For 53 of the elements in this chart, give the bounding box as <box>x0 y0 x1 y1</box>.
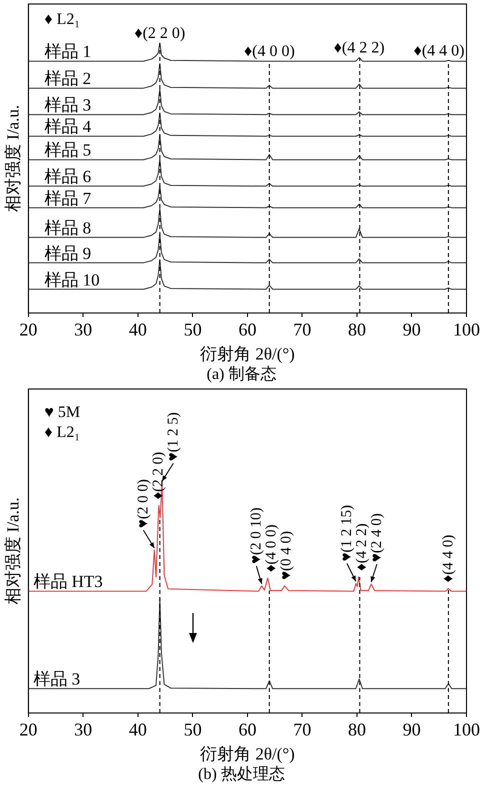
series-label: 样品 HT3 <box>33 572 103 592</box>
series-label: 样品 4 <box>44 117 92 136</box>
y-axis-title: 相对强度 I/a.u. <box>4 497 23 605</box>
annotation: ♦(4 0 0) <box>244 43 295 60</box>
text: ♦ L2₁ <box>44 424 80 441</box>
text: ♥ 5M <box>44 404 80 421</box>
y-axis-title: 相对强度 I/a.u. <box>4 104 23 212</box>
x-tick-label: 20 <box>19 320 38 340</box>
annotation: ♦(4 4 0) <box>414 42 465 60</box>
x-axis-title: 衍射角 2θ/(°) <box>200 344 295 364</box>
annotation: ♥(2 0 10) <box>248 508 264 564</box>
annotation: ♦(4 2 2) <box>354 523 370 571</box>
x-tick-label: 70 <box>293 720 312 740</box>
series-label: 样品 6 <box>44 167 92 186</box>
series-label: 样品 10 <box>44 270 100 290</box>
annotation: ♦(2 2 0) <box>134 25 186 42</box>
x-tick-label: 20 <box>19 720 38 740</box>
series-label: 样品 8 <box>44 218 92 238</box>
annotation: ♦(4 4 0) <box>440 534 456 582</box>
series-label: 样品 7 <box>44 188 92 208</box>
x-tick-label: 90 <box>402 320 421 340</box>
x-tick-label: 80 <box>348 720 366 740</box>
series-label: 样品 9 <box>44 244 92 263</box>
series-label: 样品 3 <box>33 670 80 689</box>
x-tick-label: 90 <box>402 720 421 740</box>
text: ♦ L2₁ <box>44 11 80 28</box>
x-axis-title: 衍射角 2θ/(°) <box>200 744 295 764</box>
x-tick-label: 50 <box>184 720 202 740</box>
x-tick-label: 100 <box>453 320 480 340</box>
annotation: ♥(2 4 0) <box>368 513 385 562</box>
annotation: ♥(2 0 0) <box>135 479 152 528</box>
x-tick-label: 70 <box>293 320 312 340</box>
x-tick-label: 40 <box>128 720 147 740</box>
x-tick-label: 30 <box>74 320 92 340</box>
annotation: ♦(2 2 0) <box>150 452 166 500</box>
text: (a) 制备态 <box>206 365 278 385</box>
annotation: ♥(0 4 0) <box>278 531 294 580</box>
series-label: 样品 1 <box>44 42 92 62</box>
x-tick-label: 60 <box>238 320 256 340</box>
series-label: 样品 5 <box>44 140 92 160</box>
x-tick-label: 30 <box>74 720 92 740</box>
x-tick-label: 100 <box>453 720 480 740</box>
x-tick-label: 60 <box>238 720 256 740</box>
x-tick-label: 50 <box>184 320 202 340</box>
series-label: 样品 2 <box>44 69 92 88</box>
text: (b) 热处理态 <box>197 765 286 785</box>
x-tick-label: 40 <box>128 320 147 340</box>
x-tick-label: 80 <box>348 320 366 340</box>
annotation: ♦(4 0 0) <box>263 524 280 572</box>
series-label: 样品 3 <box>44 96 92 115</box>
annotation: ♦(4 2 2) <box>334 40 385 57</box>
annotation: ♥(1 2 5) <box>165 412 182 462</box>
annotation: ♥(1 2 15) <box>338 504 355 562</box>
